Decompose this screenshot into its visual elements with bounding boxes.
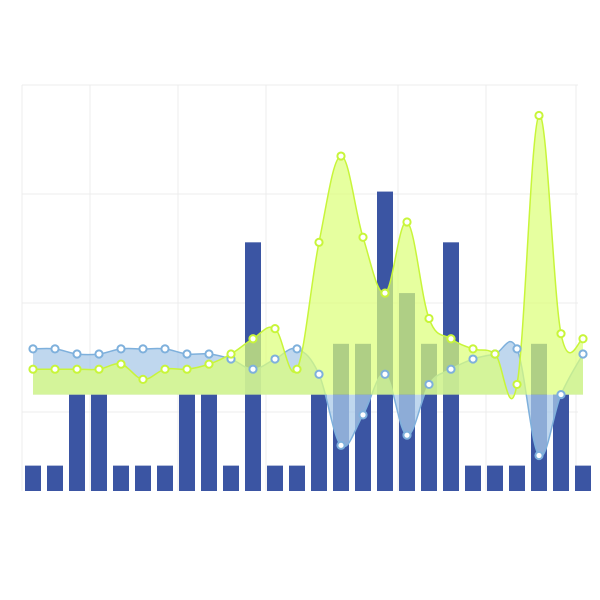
green-area-point-22 (512, 379, 522, 390)
blue-area-point-11 (270, 354, 280, 364)
area-series (32, 114, 584, 458)
green-area-point-2 (72, 364, 82, 374)
green-area-point-0 (28, 364, 38, 374)
bar-3 (91, 394, 107, 491)
blue-area-point-24 (556, 389, 566, 400)
blue-area-point-19 (446, 364, 456, 374)
green-area-point-9 (226, 349, 236, 359)
green-area-point-20 (468, 344, 478, 354)
green-area-point-1 (50, 364, 60, 374)
blue-area-point-1 (50, 344, 60, 354)
green-area-point-23 (534, 110, 544, 121)
green-area-point-21 (490, 349, 500, 359)
blue-area-point-3 (94, 349, 104, 359)
green-area-point-17 (402, 217, 412, 227)
bar-9 (223, 465, 239, 491)
green-area-point-24 (556, 329, 566, 339)
blue-area-point-13 (314, 369, 324, 379)
bar-13 (311, 394, 327, 491)
bar-8 (201, 394, 217, 491)
bar-2 (69, 394, 85, 491)
bar-11 (267, 465, 283, 491)
blue-area-point-14 (336, 440, 346, 450)
blue-area-point-23 (534, 450, 544, 461)
bar-22 (509, 465, 525, 491)
blue-area-point-25 (578, 349, 588, 359)
green-area-point-7 (182, 364, 192, 374)
bar-7 (179, 394, 195, 491)
blue-area-point-8 (204, 349, 214, 359)
bar-4 (113, 465, 129, 491)
bar-1 (47, 465, 63, 491)
blue-area-point-22 (512, 344, 522, 354)
blue-area-point-5 (138, 344, 148, 354)
green-area-point-8 (204, 359, 214, 369)
blue-area-point-17 (402, 430, 412, 440)
green-area-point-15 (358, 232, 368, 242)
point-markers (28, 110, 588, 461)
green-area-point-4 (116, 359, 126, 369)
blue-area-point-2 (72, 349, 82, 359)
blue-area-point-7 (182, 349, 192, 359)
green-area-point-3 (94, 364, 104, 374)
green-area-point-6 (160, 364, 170, 374)
green-area-point-5 (138, 374, 148, 384)
blue-area-point-15 (358, 410, 368, 420)
green-area-point-19 (446, 334, 456, 344)
bar-6 (157, 465, 173, 491)
blue-area-point-12 (292, 344, 302, 354)
bar-24 (553, 394, 569, 491)
blue-area-point-0 (28, 344, 38, 354)
green-area-point-14 (336, 151, 346, 161)
blue-area-point-4 (116, 344, 126, 354)
green-area-point-10 (248, 334, 258, 344)
blue-area-point-16 (380, 369, 390, 379)
blue-area-point-10 (248, 364, 258, 374)
bar-12 (289, 465, 305, 491)
bar-21 (487, 465, 503, 491)
green-area-point-16 (380, 288, 390, 298)
green-area-point-25 (578, 334, 588, 344)
green-area-point-18 (424, 313, 434, 324)
green-area-point-11 (270, 324, 280, 334)
green-area-fill (33, 115, 583, 399)
blue-area-point-6 (160, 344, 170, 354)
bar-5 (135, 465, 151, 491)
bar-25 (575, 465, 591, 491)
green-area-point-12 (292, 364, 302, 374)
green-area-point-13 (314, 237, 324, 247)
bar-20 (465, 465, 481, 491)
blue-area-point-18 (424, 379, 434, 390)
blue-area-point-20 (468, 354, 478, 364)
bar-0 (25, 465, 41, 491)
